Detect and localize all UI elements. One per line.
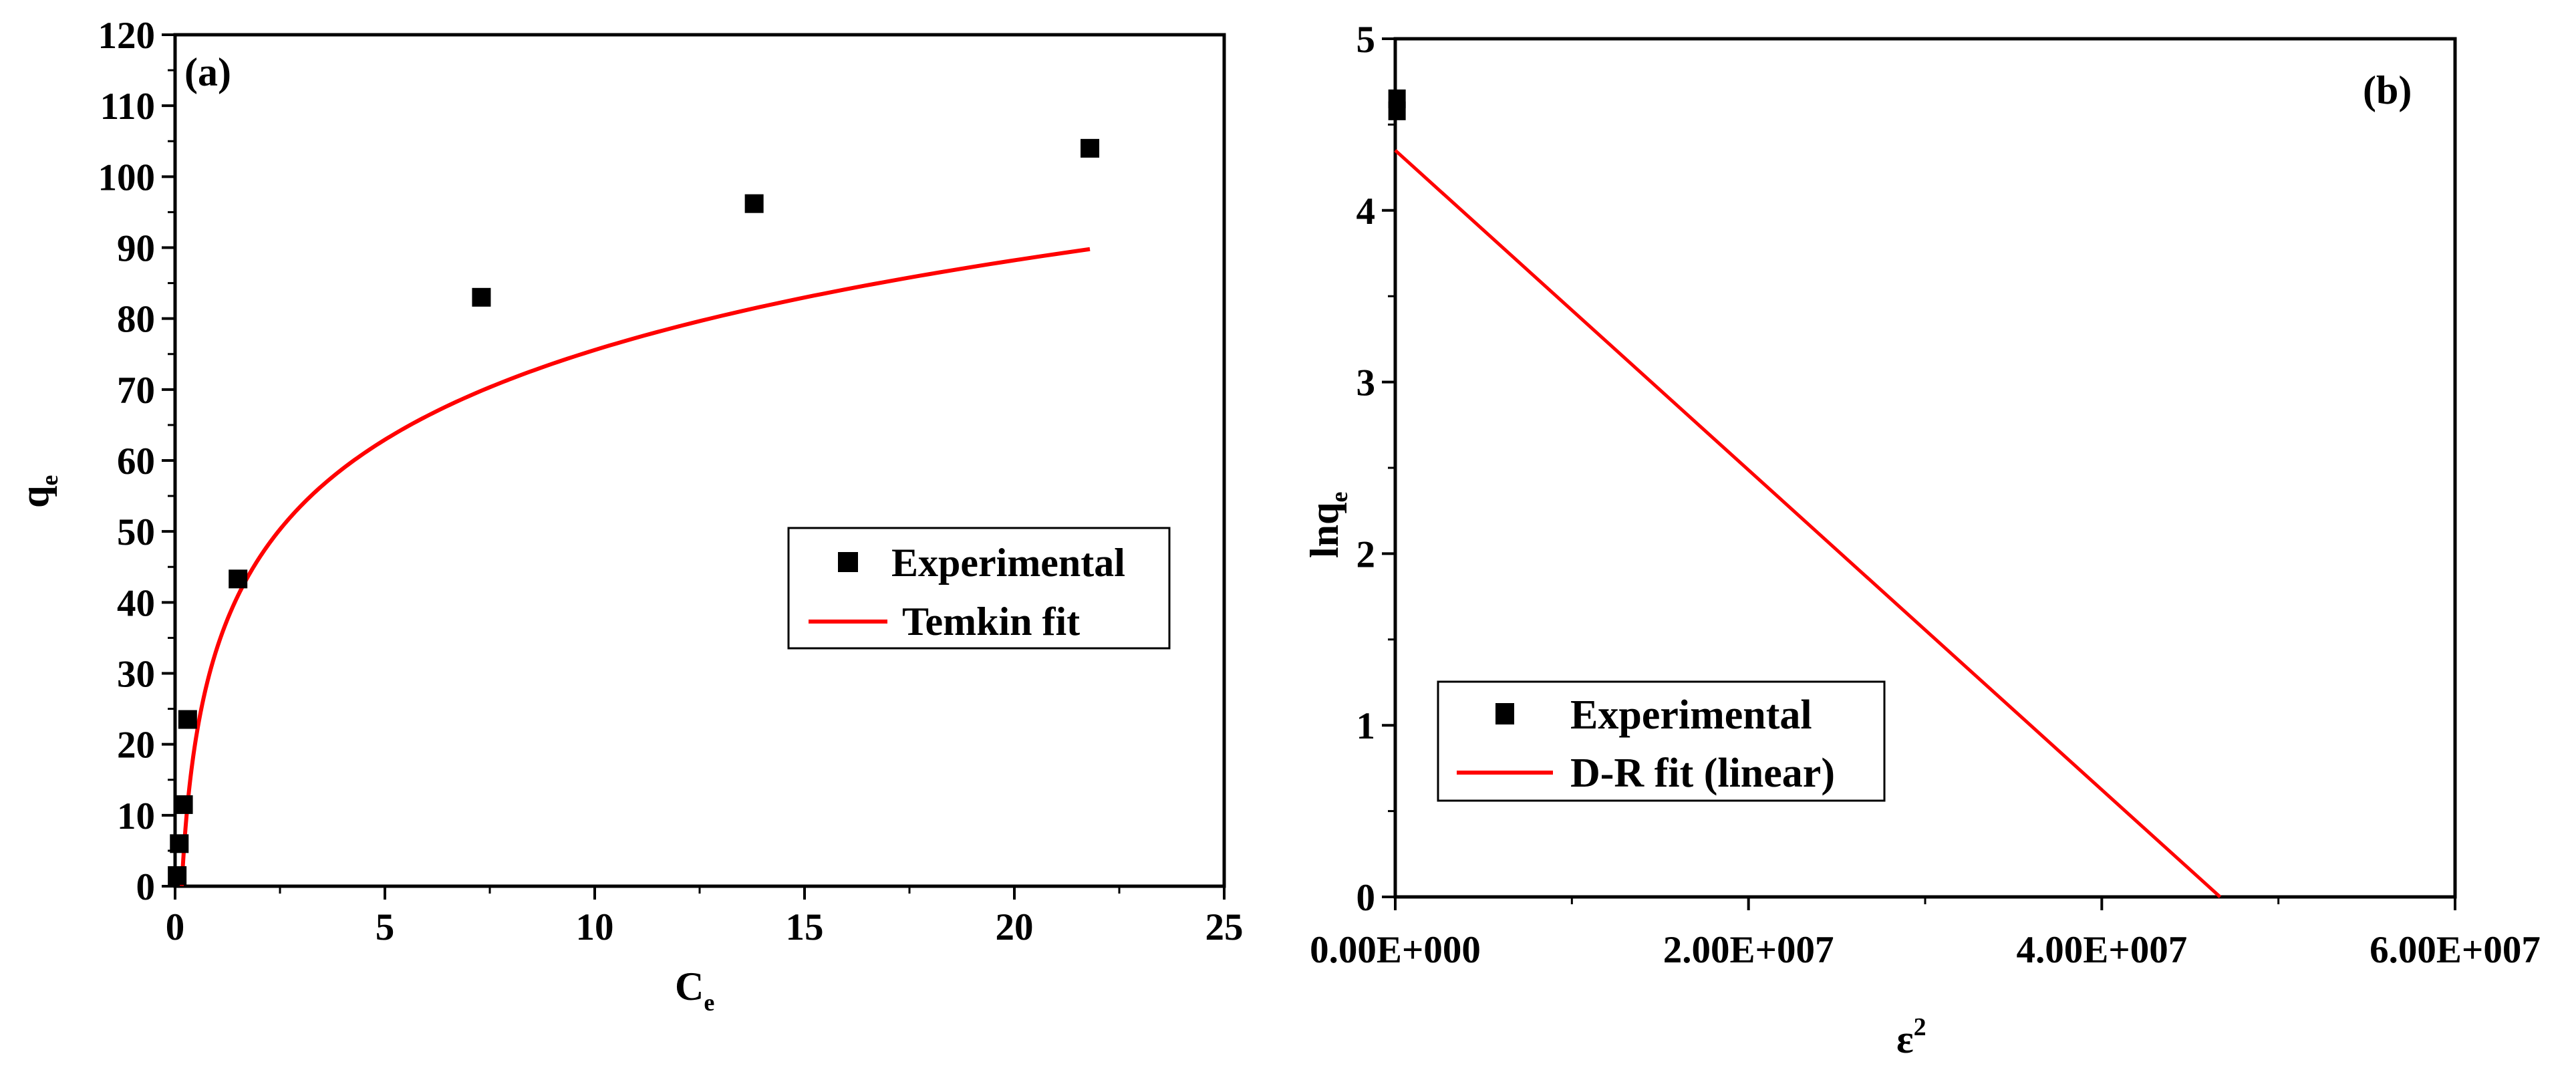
- y-axis-ticks-a: 0 10 20 30 40 50 60 70 80 90 100 110 120: [98, 15, 175, 908]
- a-ytick-label: 110: [100, 86, 155, 128]
- panel-label-a: (a): [184, 50, 231, 94]
- data-point-a: [472, 287, 491, 307]
- x-axis-ticks-a: 0 5 10 15 20 25: [166, 886, 1244, 948]
- a-ytick-label: 0: [136, 866, 156, 908]
- data-point-a: [229, 569, 248, 589]
- legend-b: Experimental D-R fit (linear): [1437, 680, 1886, 802]
- a-xtick-label: 15: [786, 906, 824, 948]
- a-ytick-label: 40: [117, 582, 155, 624]
- a-xtick-label: 0: [166, 906, 185, 948]
- b-xtick-label: 4.00E+007: [2016, 929, 2187, 971]
- a-xtick-label: 25: [1205, 906, 1244, 948]
- dr-fit-line: [1394, 149, 2222, 898]
- experimental-points-b: [1388, 89, 1406, 120]
- a-xtick-label: 20: [996, 906, 1034, 948]
- x-axis-label-a: Ce: [675, 964, 714, 1016]
- a-ytick-label: 100: [98, 156, 156, 198]
- chart-panel-b: 0.00E+000 2.00E+007 4.00E+007 6.00E+007 0 1 2…: [1302, 19, 2541, 1061]
- legend-box-a: [787, 527, 1171, 650]
- data-point-b: [1388, 101, 1406, 120]
- data-point-a: [174, 795, 193, 814]
- a-ytick-label: 90: [117, 228, 155, 270]
- data-point-a: [1081, 138, 1100, 158]
- b-ytick-label: 1: [1356, 705, 1376, 747]
- legend-label-temkin-fit: Temkin fit: [902, 599, 1080, 644]
- a-xtick-label: 5: [376, 906, 395, 948]
- x-axis-label-b: ε2: [1896, 1013, 1926, 1061]
- a-ytick-label: 120: [98, 15, 156, 57]
- data-point-a: [168, 866, 187, 886]
- panel-label-b: (b): [2363, 68, 2412, 112]
- temkin-fit-line: [180, 247, 1091, 886]
- a-ytick-label: 70: [117, 370, 155, 412]
- data-point-a: [170, 834, 189, 853]
- legend-label-experimental-b: Experimental: [1570, 692, 1812, 738]
- b-xtick-label: 6.00E+007: [2370, 929, 2541, 971]
- experimental-points-a: [168, 138, 1100, 886]
- a-ytick-label: 60: [117, 440, 155, 483]
- legend-label-dr-fit: D-R fit (linear): [1570, 751, 1835, 796]
- plot-frame-a: [173, 33, 1226, 888]
- a-ytick-label: 10: [117, 795, 155, 837]
- a-ytick-label: 30: [117, 654, 155, 696]
- data-point-a: [744, 194, 764, 213]
- a-ytick-label: 80: [117, 299, 155, 341]
- a-ytick-label: 50: [117, 511, 155, 553]
- b-ytick-label: 2: [1356, 533, 1376, 575]
- legend-marker-experimental-a: [838, 552, 858, 572]
- legend-marker-experimental-b: [1495, 703, 1514, 724]
- b-xtick-label: 0.00E+000: [1310, 929, 1481, 971]
- legend-label-experimental-a: Experimental: [891, 541, 1125, 585]
- chart-panel-a: 0 5 10 15 20 25 0102030405060708090100110120 …: [13, 15, 1244, 1016]
- legend-a: Experimental Temkin fit: [787, 527, 1171, 650]
- legend-box-b: [1437, 680, 1886, 802]
- y-axis-ticks-b: 0 1 2 3 4 5: [1356, 19, 1395, 919]
- a-xtick-label: 10: [576, 906, 614, 948]
- b-ytick-label: 5: [1356, 19, 1376, 61]
- b-xtick-label: 2.00E+007: [1663, 929, 1834, 971]
- y-axis-label-a: qe: [13, 475, 63, 508]
- x-axis-ticks-b: 0.00E+000 2.00E+007 4.00E+007 6.00E+007: [1310, 897, 2541, 971]
- y-axis-label-b: lnqe: [1302, 492, 1352, 558]
- b-ytick-label: 4: [1356, 190, 1376, 233]
- b-ytick-label: 0: [1356, 877, 1376, 919]
- data-point-a: [178, 710, 197, 729]
- a-ytick-label: 20: [117, 724, 155, 767]
- b-ytick-label: 3: [1356, 362, 1376, 404]
